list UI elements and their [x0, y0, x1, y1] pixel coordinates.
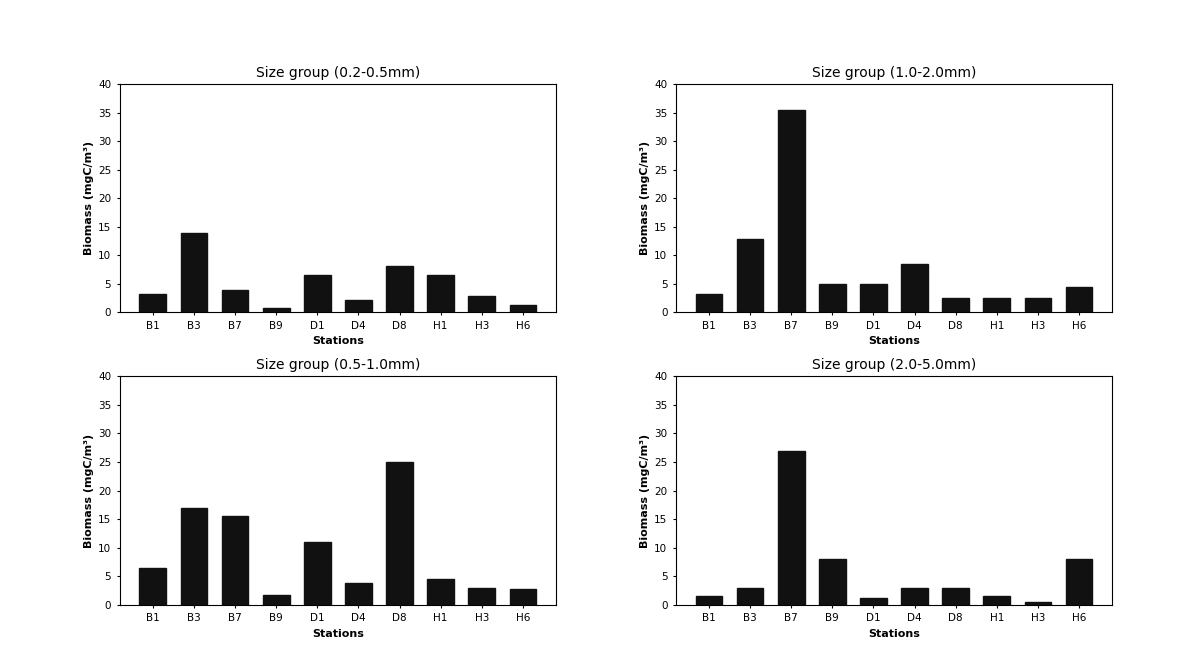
Title: Size group (1.0-2.0mm): Size group (1.0-2.0mm) — [812, 66, 976, 80]
Bar — [1066, 559, 1092, 605]
Bar — [263, 308, 289, 312]
Bar — [304, 276, 330, 312]
Bar — [983, 596, 1011, 605]
Bar — [427, 579, 454, 605]
Bar — [860, 598, 886, 605]
Bar — [777, 450, 805, 605]
Bar — [902, 587, 928, 605]
X-axis label: Stations: Stations — [312, 629, 364, 638]
Y-axis label: Biomass (mgC/m³): Biomass (mgC/m³) — [84, 141, 93, 255]
Bar — [140, 568, 166, 605]
Bar — [140, 294, 166, 312]
Bar — [509, 589, 536, 605]
X-axis label: Stations: Stations — [868, 629, 920, 638]
Bar — [696, 294, 722, 312]
Bar — [860, 284, 886, 312]
Bar — [221, 290, 249, 312]
Y-axis label: Biomass (mgC/m³): Biomass (mgC/m³) — [84, 433, 93, 548]
Bar — [386, 462, 413, 605]
Bar — [737, 239, 763, 312]
Bar — [304, 542, 330, 605]
Bar — [1025, 298, 1051, 312]
Title: Size group (0.5-1.0mm): Size group (0.5-1.0mm) — [256, 358, 420, 372]
Bar — [819, 284, 846, 312]
Bar — [819, 559, 846, 605]
Bar — [1066, 287, 1092, 312]
Bar — [181, 508, 207, 605]
Title: Size group (2.0-5.0mm): Size group (2.0-5.0mm) — [812, 358, 976, 372]
Bar — [942, 298, 969, 312]
Bar — [181, 233, 207, 312]
Title: Size group (0.2-0.5mm): Size group (0.2-0.5mm) — [256, 66, 420, 80]
Bar — [427, 276, 454, 312]
Bar — [221, 516, 249, 605]
Y-axis label: Biomass (mgC/m³): Biomass (mgC/m³) — [640, 141, 649, 255]
Bar — [346, 300, 372, 312]
Bar — [469, 587, 495, 605]
X-axis label: Stations: Stations — [868, 337, 920, 346]
Bar — [902, 264, 928, 312]
Bar — [263, 595, 289, 605]
Bar — [696, 596, 722, 605]
Bar — [737, 587, 763, 605]
Bar — [1025, 602, 1051, 605]
Bar — [386, 265, 413, 312]
Y-axis label: Biomass (mgC/m³): Biomass (mgC/m³) — [640, 433, 649, 548]
X-axis label: Stations: Stations — [312, 337, 364, 346]
Bar — [942, 587, 969, 605]
Bar — [469, 296, 495, 312]
Bar — [346, 583, 372, 605]
Bar — [509, 305, 536, 312]
Bar — [983, 298, 1011, 312]
Bar — [777, 110, 805, 312]
